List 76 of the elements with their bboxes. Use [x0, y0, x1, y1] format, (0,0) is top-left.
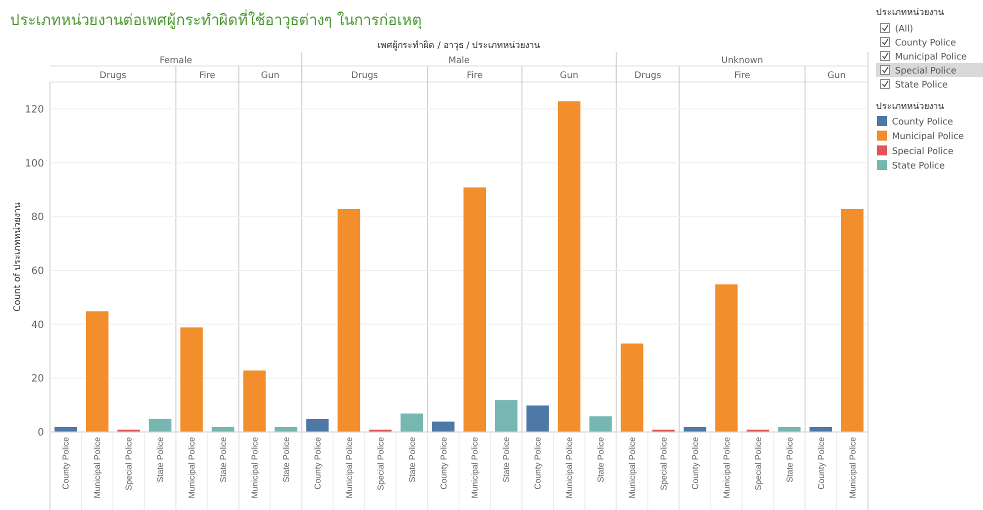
x-axis-title: เพศผู้กระทำผิด / อาวุธ / ประเภทหน่วยงาน: [378, 40, 540, 51]
bar: [148, 418, 172, 432]
x-tick-label: Municipal Police: [344, 436, 354, 498]
text: Unknown: [721, 56, 764, 66]
chart-title: ประเภทหน่วยงานต่อเพศผู้กระทำผิดที่ใช้อาวุธต่างๆ ในการก่อเหตุ: [10, 9, 422, 30]
bar: [400, 412, 424, 432]
x-tick-label: State Police: [155, 436, 166, 482]
y-axis-title: Count of ประเภทหน่วยงาน: [13, 202, 23, 312]
x-tick-label: Special Police: [124, 436, 134, 490]
bar: [462, 186, 487, 432]
x-tick-label: State Police: [501, 436, 512, 482]
category-label: Municipal Police: [895, 52, 968, 62]
legend-label: State Police: [892, 162, 946, 172]
bar: [526, 404, 550, 432]
bar: [840, 208, 864, 432]
y-tick-label: 100: [24, 158, 44, 170]
text: Drugs: [634, 71, 662, 81]
x-tick-label: State Police: [596, 436, 606, 482]
text: Drugs: [100, 71, 127, 81]
text: Female: [160, 56, 193, 66]
text: Fire: [734, 71, 751, 81]
bar: [336, 208, 361, 432]
bar: [588, 415, 613, 432]
bar: [431, 420, 456, 432]
bar: [180, 326, 204, 432]
x-tick-label: Municipal Police: [721, 436, 732, 498]
y-tick-label: 20: [31, 374, 44, 385]
legend-label: Special Police: [892, 146, 954, 157]
x-tick-label: State Police: [218, 436, 228, 482]
x-tick-label: Municipal Police: [250, 436, 260, 498]
text: Drugs: [351, 71, 378, 81]
x-tick-label: County Police: [532, 436, 543, 490]
x-tick-label: County Police: [312, 436, 322, 490]
x-tick-label: Special Police: [658, 436, 668, 490]
bar: [242, 370, 267, 432]
y-tick-label: 0: [38, 428, 44, 438]
x-tick-label: State Police: [280, 436, 291, 482]
legend-title: ประเภทหน่วยงาน: [876, 102, 944, 112]
category-label: (All): [895, 24, 914, 34]
y-tick-label: 80: [31, 212, 44, 224]
legend-label: County Police: [892, 118, 954, 128]
x-tick-label: State Police: [784, 436, 794, 482]
x-tick-label: State Police: [406, 436, 417, 482]
bar: [494, 399, 518, 432]
y-tick-label: 40: [31, 320, 44, 331]
legend-label: Municipal Police: [892, 132, 964, 142]
bar: [620, 342, 644, 432]
bar: [85, 310, 110, 432]
x-tick-label: Special Police: [375, 436, 386, 490]
bar: [557, 100, 582, 432]
text: ประเภทหน่วยงาน: [876, 8, 944, 18]
x-tick-label: County Police: [438, 436, 448, 490]
x-tick-label: Municipal Police: [564, 436, 574, 498]
x-tick-label: Municipal Police: [186, 436, 197, 498]
x-tick-label: County Police: [60, 436, 71, 490]
text: Fire: [466, 71, 484, 81]
category-label: County Police: [895, 38, 956, 48]
bar: [54, 426, 78, 432]
text: Fire: [199, 71, 216, 81]
text: Gun: [560, 71, 578, 81]
x-tick-label: County Police: [816, 436, 826, 490]
bar: [714, 284, 738, 432]
text: Gun: [827, 71, 846, 81]
category-label: State Police: [895, 80, 948, 90]
x-tick-label: Municipal Police: [92, 436, 102, 498]
text: Gun: [261, 71, 280, 81]
y-tick-label: 120: [24, 104, 44, 116]
bar: [305, 418, 330, 432]
x-tick-label: Municipal Police: [470, 436, 480, 498]
text: Male: [448, 56, 470, 66]
x-tick-label: Special Police: [752, 436, 763, 490]
x-tick-label: Municipal Police: [627, 436, 638, 498]
x-tick-label: Municipal Police: [847, 436, 858, 498]
category-label: Special Police: [895, 66, 957, 76]
y-tick-label: 60: [31, 266, 44, 277]
x-tick-label: County Police: [690, 436, 700, 490]
